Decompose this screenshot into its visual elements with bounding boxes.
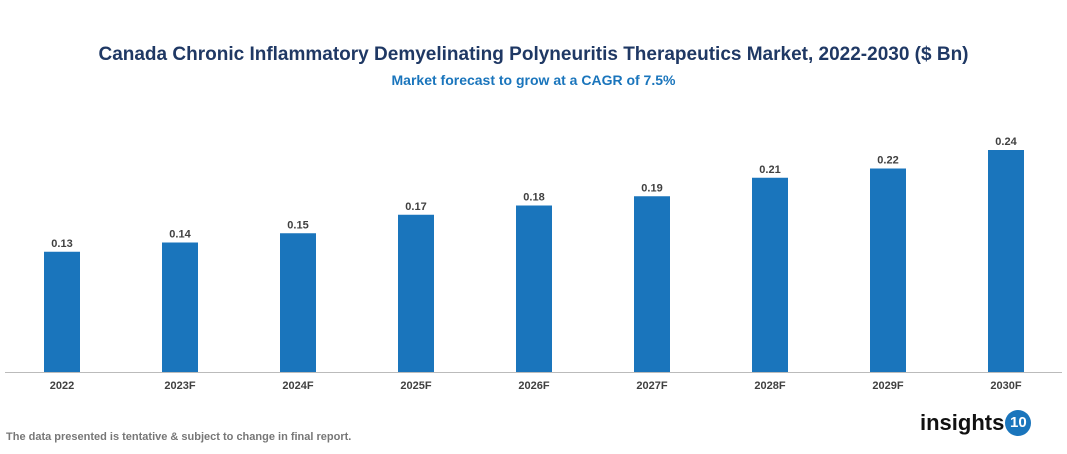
- bar-2027F: [634, 196, 670, 372]
- data-label: 0.19: [641, 182, 662, 194]
- data-label: 0.22: [877, 155, 898, 167]
- insights10-logo: insights 10: [920, 410, 1032, 436]
- data-label: 0.14: [169, 229, 191, 241]
- data-label: 0.21: [759, 164, 780, 176]
- chart-title: Canada Chronic Inflammatory Demyelinatin…: [98, 44, 969, 65]
- x-tick-label: 2022: [50, 380, 74, 392]
- x-tick-label: 2025F: [400, 380, 431, 392]
- bar-2024F: [280, 233, 316, 372]
- bar-2022: [44, 251, 80, 372]
- disclaimer-note: The data presented is tentative & subjec…: [6, 431, 352, 443]
- bar-chart: 0.13 2022 0.14 2023F 0.15 2024F 0.17 2025F 0.18 2…: [5, 136, 1062, 392]
- bar-2023F: [162, 242, 198, 372]
- bar-2029F: [870, 168, 906, 372]
- x-tick-label: 2026F: [518, 380, 549, 392]
- bar-2025F: [398, 214, 434, 372]
- data-label: 0.13: [51, 238, 72, 250]
- x-tick-label: 2024F: [282, 380, 313, 392]
- logo-number: 10: [1005, 410, 1032, 436]
- data-label: 0.17: [405, 201, 426, 213]
- x-tick-label: 2029F: [872, 380, 903, 392]
- data-label: 0.18: [523, 192, 544, 204]
- x-tick-label: 2027F: [636, 380, 667, 392]
- bar-2028F: [752, 177, 788, 372]
- data-label: 0.15: [287, 219, 308, 231]
- data-label: 0.24: [995, 136, 1017, 148]
- x-tick-label: 2030F: [990, 380, 1021, 392]
- x-tick-label: 2028F: [754, 380, 785, 392]
- bar-2026F: [516, 205, 552, 372]
- chart-subtitle: Market forecast to grow at a CAGR of 7.5…: [391, 72, 676, 88]
- bar-2030F: [988, 150, 1024, 372]
- logo-text: insights: [920, 410, 1005, 435]
- x-tick-label: 2023F: [164, 380, 195, 392]
